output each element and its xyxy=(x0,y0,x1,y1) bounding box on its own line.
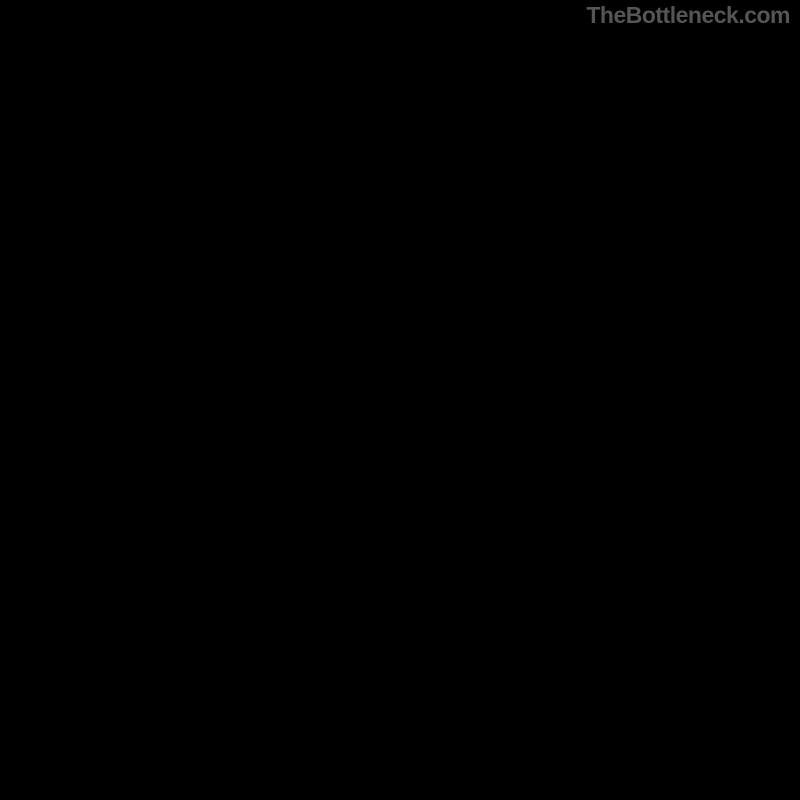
chart-container: TheBottleneck.com xyxy=(0,0,800,800)
outer-background xyxy=(0,0,800,800)
attribution-text: TheBottleneck.com xyxy=(586,2,790,29)
